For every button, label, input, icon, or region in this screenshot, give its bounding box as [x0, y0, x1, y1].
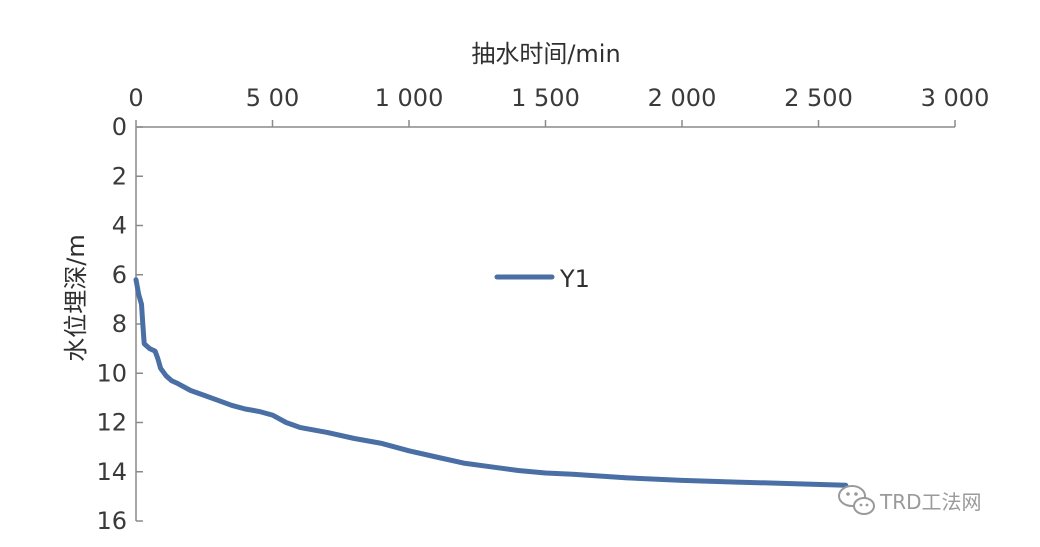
watermark: TRD工法网	[838, 485, 982, 515]
y-tick-label: 16	[96, 507, 127, 535]
watermark-text: TRD工法网	[879, 490, 982, 514]
y-tick-label: 2	[112, 162, 127, 190]
x-tick-label: 2 500	[784, 84, 853, 112]
x-tick-label: 0	[128, 84, 143, 112]
y-tick-label: 8	[112, 310, 127, 338]
y-tick-label: 12	[96, 409, 127, 437]
wechat-icon	[838, 485, 875, 515]
y-tick-label: 14	[96, 458, 127, 486]
y-axis-title: 水位埋深/m	[62, 234, 90, 361]
series-line-y1	[133, 277, 849, 488]
x-tick-label: 5 00	[246, 84, 299, 112]
axes: 0 5 00 1 000 1 500 2 000 2 500 3 000 0 2 4 6 8 10 12 1…	[96, 84, 989, 535]
plot-area	[133, 277, 849, 488]
x-tick-label: 3 000	[921, 84, 990, 112]
y-tick-label: 10	[96, 359, 127, 387]
y-tick-label: 6	[112, 261, 127, 289]
legend-label-y1: Y1	[559, 265, 590, 293]
x-axis-title: 抽水时间/min	[471, 40, 620, 68]
x-tick-label: 1 500	[511, 84, 580, 112]
y-tick-label: 0	[112, 113, 127, 141]
y-tick-label: 4	[112, 212, 127, 240]
legend: Y1	[494, 265, 590, 293]
x-tick-label: 2 000	[648, 84, 717, 112]
x-tick-label: 1 000	[375, 84, 444, 112]
